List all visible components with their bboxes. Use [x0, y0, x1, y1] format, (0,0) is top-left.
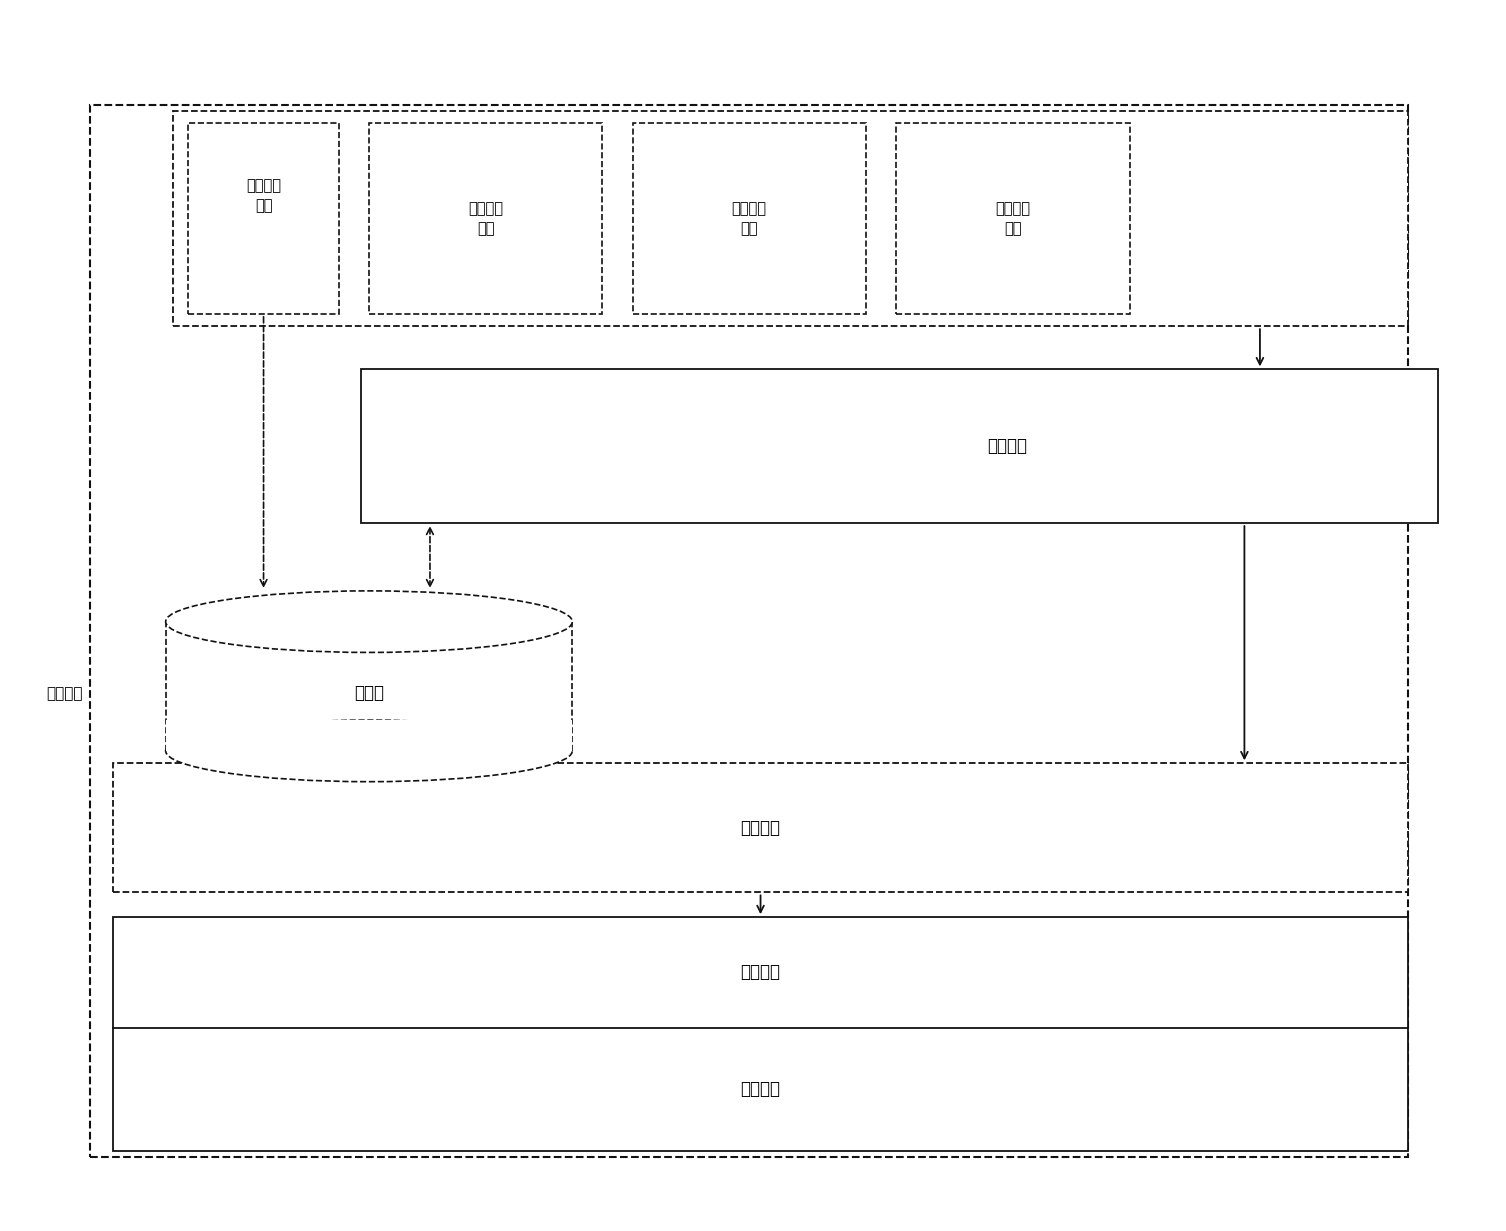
Text: 控制系统: 控制系统	[47, 687, 83, 702]
Bar	[113, 917, 1408, 1151]
Text: 进化计算
模块: 进化计算 模块	[732, 201, 767, 236]
Bar	[188, 123, 339, 314]
Text: 执行模块: 执行模块	[741, 819, 780, 837]
Text: 免疫计算
模块: 免疫计算 模块	[995, 201, 1030, 236]
Bar	[90, 105, 1408, 1157]
Text: 模糊计算
模块: 模糊计算 模块	[245, 178, 282, 213]
Bar	[166, 622, 572, 751]
Bar	[173, 111, 1408, 326]
Ellipse shape	[166, 720, 572, 782]
Ellipse shape	[166, 591, 572, 652]
Bar	[361, 369, 1438, 523]
Bar	[896, 123, 1130, 314]
Bar	[166, 720, 572, 751]
Text: 硬件设备: 硬件设备	[741, 1081, 780, 1098]
Text: 驱动程序: 驱动程序	[741, 964, 780, 981]
Text: 数据库: 数据库	[354, 683, 384, 702]
Bar	[633, 123, 866, 314]
Text: 神经网络
模块: 神经网络 模块	[468, 201, 503, 236]
Text: 控制模块: 控制模块	[988, 437, 1027, 455]
Bar	[113, 763, 1408, 892]
Bar	[369, 123, 602, 314]
